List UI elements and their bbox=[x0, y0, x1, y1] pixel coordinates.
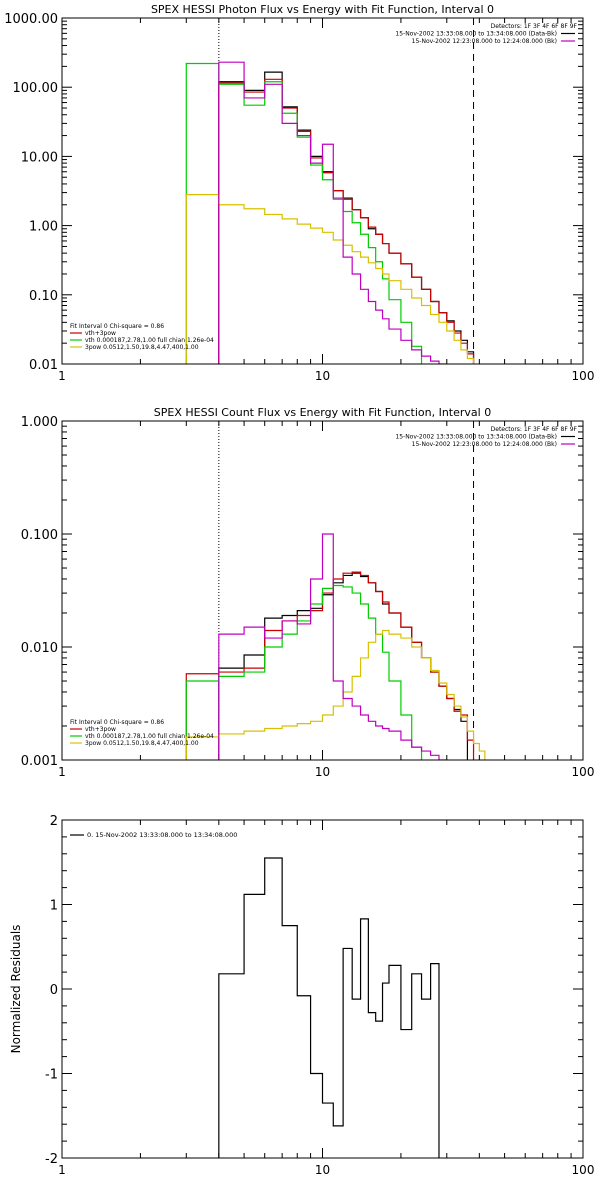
data-layer bbox=[185, 61, 475, 364]
y-tick-label: 1 bbox=[50, 899, 58, 914]
series-2 bbox=[185, 62, 423, 364]
legend-entry: Fit Interval 0 Chi-square = 0.86 bbox=[70, 323, 164, 330]
legend-entry: 15-Nov-2002 13:33:08.000 to 13:34:08.000… bbox=[395, 31, 557, 38]
series-2 bbox=[185, 584, 423, 760]
chart-panel-0: SPEX HESSI Photon Flux vs Energy with Fi… bbox=[4, 3, 595, 383]
y-tick-label: 1.000 bbox=[21, 415, 58, 430]
legend-entry: vth+3pow bbox=[85, 330, 116, 337]
series-3 bbox=[185, 194, 475, 364]
y-tick-label: 2 bbox=[50, 814, 58, 829]
y-tick-label: 10.00 bbox=[21, 150, 58, 165]
plot-frame bbox=[61, 420, 584, 761]
x-tick-label: 1 bbox=[58, 1163, 66, 1177]
y-tick-label: 0.010 bbox=[21, 641, 58, 656]
legend-entry: 0. 15-Nov-2002 13:33:08.000 to 13:34:08.… bbox=[87, 831, 237, 839]
series-3 bbox=[185, 629, 486, 760]
y-tick-label: 0.001 bbox=[21, 754, 58, 769]
y-tick-label: 1.00 bbox=[29, 220, 58, 235]
series-4 bbox=[218, 61, 448, 364]
data-layer bbox=[218, 857, 440, 1158]
chart-panel-1: SPEX HESSI Count Flux vs Energy with Fit… bbox=[21, 406, 595, 779]
y-tick-label: 0.10 bbox=[29, 289, 58, 304]
x-tick-label: 10 bbox=[315, 1163, 330, 1177]
legend-entry: Detectors: 1F 3F 4F 6F 8F 9F bbox=[491, 426, 578, 433]
legend-entry: vth 0.000187,2.78,1.00 full chian 1.26e-… bbox=[85, 337, 214, 344]
legend-entry: vth 0.000187,2.78,1.00 full chian 1.26e-… bbox=[85, 733, 214, 740]
series-1 bbox=[185, 571, 475, 760]
x-tick-label: 10 bbox=[315, 369, 330, 383]
legend-entry: Fit Interval 0 Chi-square = 0.86 bbox=[70, 719, 164, 726]
y-tick-label: -1 bbox=[45, 1068, 58, 1083]
legend-entry: 3pow 0.0512,1.50,19.8,4.47,400,1.00 bbox=[85, 344, 199, 351]
y-tick-label: 1000.00 bbox=[4, 12, 58, 27]
y-tick-label: 0.100 bbox=[21, 528, 58, 543]
y-tick-label: 100.00 bbox=[13, 81, 59, 96]
legend-entry: 3pow 0.0512,1.50,19.8,4.47,400,1.00 bbox=[85, 740, 199, 747]
plot-frame bbox=[61, 17, 584, 365]
chart-title: SPEX HESSI Count Flux vs Energy with Fit… bbox=[154, 406, 491, 419]
y-tick-label: 0.01 bbox=[29, 358, 58, 373]
legend-entry: Detectors: 1F 3F 4F 6F 8F 9F bbox=[491, 23, 578, 30]
y-tick-label: -2 bbox=[45, 1152, 58, 1167]
chart-title: SPEX HESSI Photon Flux vs Energy with Fi… bbox=[151, 3, 494, 16]
y-tick-label: 0 bbox=[50, 983, 58, 998]
x-tick-label: 100 bbox=[572, 1163, 595, 1177]
y-axis-label: Normalized Residuals bbox=[9, 925, 23, 1054]
plot-frame bbox=[61, 819, 584, 1159]
legend-entry: 15-Nov-2002 12:23:08.000 to 12:24:08.000… bbox=[412, 441, 557, 448]
series-0 bbox=[218, 857, 440, 1158]
series-0 bbox=[218, 71, 475, 364]
x-tick-label: 1 bbox=[58, 765, 66, 779]
series-4 bbox=[218, 533, 448, 760]
legend-entry: vth+3pow bbox=[85, 726, 116, 733]
legend-entry: 15-Nov-2002 13:33:08.000 to 13:34:08.000… bbox=[395, 434, 557, 441]
x-tick-label: 10 bbox=[315, 765, 330, 779]
x-tick-label: 1 bbox=[58, 369, 66, 383]
x-tick-label: 100 bbox=[572, 765, 595, 779]
x-tick-label: 100 bbox=[572, 369, 595, 383]
legend-entry: 15-Nov-2002 12:23:08.000 to 12:24:08.000… bbox=[412, 38, 557, 45]
data-layer bbox=[185, 533, 486, 760]
series-1 bbox=[218, 78, 475, 364]
chart-panel-2: Normalized Residuals 1 10 100 -2 -1 0 1 2 0. 15-N… bbox=[9, 814, 595, 1177]
